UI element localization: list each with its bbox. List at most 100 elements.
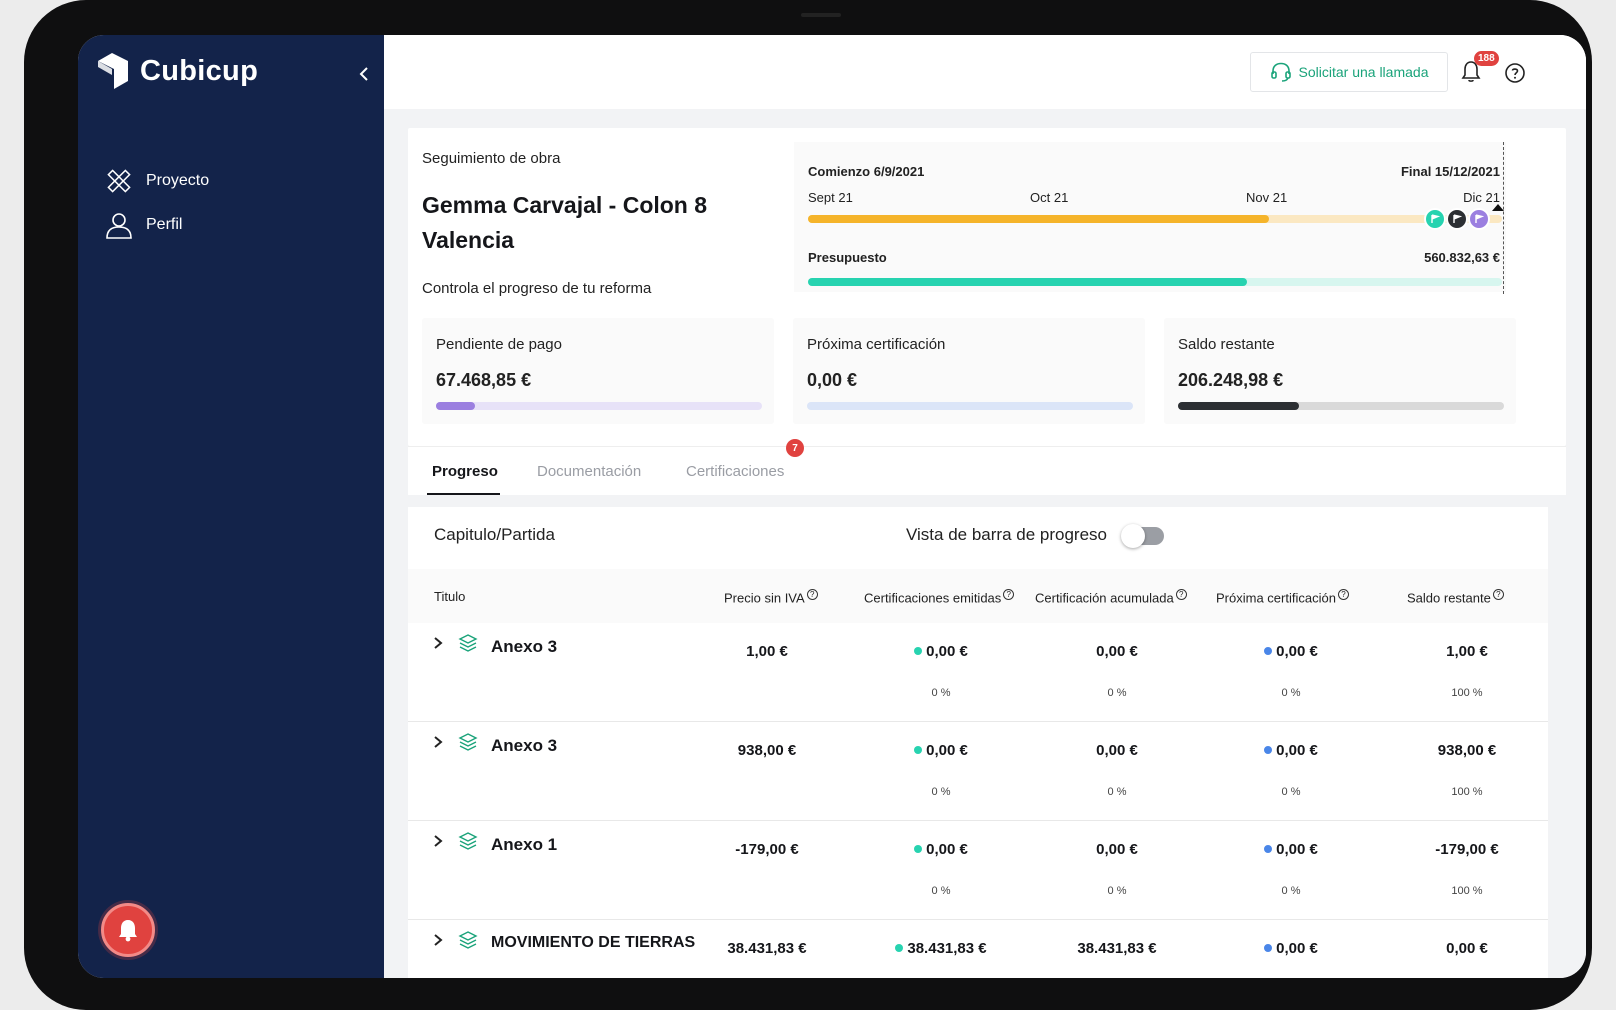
cell-saldo: 938,00 € <box>1437 742 1497 759</box>
cell-saldo: 0,00 € <box>1446 940 1488 957</box>
status-dot <box>1264 944 1273 952</box>
help-icon[interactable]: ? <box>806 589 818 600</box>
stat-progress-fill <box>1178 402 1299 410</box>
tablet-frame: Cubicup Proyecto <box>24 0 1592 1010</box>
headset-icon <box>1270 62 1291 82</box>
status-dot <box>895 944 904 952</box>
budget-label: Presupuesto <box>808 250 887 265</box>
table-row[interactable]: Anexo 3 938,00 € 0,00 € 0 % 0,00 € 0 % 0… <box>408 722 1548 821</box>
column-header-label: Precio sin IVA <box>724 590 805 606</box>
request-call-button[interactable]: Solicitar una llamada <box>1250 52 1448 92</box>
progress-bar-view-toggle[interactable] <box>1121 524 1164 548</box>
tools-icon <box>107 169 131 193</box>
help-icon[interactable]: ? <box>1337 589 1349 600</box>
column-header-label: Próxima certificación <box>1216 590 1336 606</box>
cell-saldo-percent: 100 % <box>1451 786 1483 798</box>
today-line <box>1503 142 1504 294</box>
notifications-icon[interactable] <box>1458 59 1484 85</box>
toggle-knob <box>1121 524 1145 548</box>
column-header-label: Saldo restante <box>1407 590 1491 606</box>
logo[interactable]: Cubicup <box>96 51 258 91</box>
cell-emitidas-percent: 0 % <box>931 687 951 699</box>
flag-icon[interactable] <box>1424 208 1446 230</box>
column-header-label: Certificaciones emitidas <box>864 590 1002 606</box>
cell-emitidas: 38.431,83 € <box>876 940 1006 957</box>
layers-icon <box>458 832 478 850</box>
cube-logo-icon <box>98 53 128 89</box>
stat-title: Pendiente de pago <box>436 336 562 353</box>
layers-icon <box>458 634 478 652</box>
cell-emitidas: 0,00 € <box>876 841 1006 858</box>
row-title: Anexo 3 <box>491 736 558 755</box>
stat-title: Saldo restante <box>1178 336 1275 353</box>
cell-acumulada-percent: 0 % <box>1107 786 1127 798</box>
collapse-sidebar-icon[interactable] <box>356 65 374 83</box>
sidebar-item-perfil[interactable]: Perfil <box>104 210 182 240</box>
cell-precio: 938,00 € <box>737 742 797 759</box>
tab-documentacion[interactable]: Documentación <box>537 463 642 480</box>
status-dot <box>1264 647 1273 655</box>
project-name: Gemma Carvajal - Colon 8 Valencia <box>422 192 708 253</box>
cell-proxima-percent: 0 % <box>1281 786 1301 798</box>
tab-progreso[interactable]: Progreso <box>432 463 498 480</box>
time-progress-fill <box>808 215 1269 223</box>
flag-icon[interactable] <box>1468 208 1490 230</box>
today-marker-icon <box>1492 204 1504 211</box>
help-icon[interactable]: ? <box>1003 589 1015 600</box>
stat-progress-track <box>1178 402 1504 410</box>
camera <box>801 13 841 17</box>
table-row[interactable]: Anexo 1 -179,00 € 0,00 € 0 % 0,00 € 0 % … <box>408 821 1548 920</box>
cell-saldo-percent: 100 % <box>1451 687 1483 699</box>
items-table: Capitulo/Partida Vista de barra de progr… <box>408 507 1548 978</box>
cell-value: 0,00 € <box>1276 841 1318 858</box>
progress-bar-view-label: Vista de barra de progreso <box>906 525 1107 544</box>
timeline-month: Oct 21 <box>1030 190 1069 205</box>
active-tab-indicator <box>427 493 500 495</box>
project-subtitle: Seguimiento de obra <box>422 150 561 167</box>
chevron-right-icon[interactable] <box>431 834 445 848</box>
cell-proxima: 0,00 € <box>1226 742 1356 759</box>
chevron-right-icon[interactable] <box>431 636 445 650</box>
column-header-proxima: Próxima certificación? <box>1216 589 1349 605</box>
timeline-month: Nov 21 <box>1246 190 1288 205</box>
logo-text: Cubicup <box>140 54 259 87</box>
alerts-button[interactable] <box>101 903 155 957</box>
layers-icon <box>458 931 478 949</box>
topbar: Solicitar una llamada 188 <box>384 35 1586 109</box>
help-icon[interactable]: ? <box>1175 589 1187 600</box>
column-header-label: Certificación acumulada <box>1035 590 1174 606</box>
table-title: Capitulo/Partida <box>434 525 555 544</box>
stat-value: 206.248,98 € <box>1178 370 1284 390</box>
stat-card-next-certification: Próxima certificación 0,00 € <box>793 318 1145 424</box>
table-row[interactable]: MOVIMIENTO DE TIERRAS 38.431,83 € 38.431… <box>408 920 1548 978</box>
column-header-saldo: Saldo restante? <box>1407 589 1504 605</box>
cell-proxima: 0,00 € <box>1226 841 1356 858</box>
tab-certificaciones[interactable]: Certificaciones <box>686 463 785 480</box>
sidebar-item-proyecto[interactable]: Proyecto <box>104 166 209 196</box>
status-dot <box>914 746 923 754</box>
cell-emitidas-percent: 0 % <box>931 885 951 897</box>
timeline-month: Sept 21 <box>808 190 853 205</box>
stat-card-pending: Pendiente de pago 67.468,85 € <box>422 318 774 424</box>
chevron-right-icon[interactable] <box>431 735 445 749</box>
cell-saldo-percent: 100 % <box>1451 885 1483 897</box>
cell-value: 0,00 € <box>926 841 968 858</box>
stat-progress-fill <box>436 402 476 410</box>
screen: Cubicup Proyecto <box>78 35 1586 978</box>
stat-progress-track <box>807 402 1133 410</box>
help-icon[interactable]: ? <box>1492 589 1504 600</box>
cell-acumulada: 38.431,83 € <box>1077 940 1157 957</box>
notification-count-badge: 188 <box>1474 51 1499 66</box>
column-header-emitidas: Certificaciones emitidas? <box>864 589 1015 606</box>
help-icon[interactable] <box>1504 62 1526 84</box>
flag-icon[interactable] <box>1446 208 1468 230</box>
cell-proxima-percent: 0 % <box>1281 687 1301 699</box>
time-progress-track <box>808 215 1502 223</box>
sidebar-item-label: Proyecto <box>146 172 210 189</box>
table-header: Titulo Precio sin IVA? Certificaciones e… <box>408 569 1548 623</box>
budget-progress-track <box>808 278 1502 286</box>
table-row[interactable]: Anexo 3 1,00 € 0,00 € 0 % 0,00 € 0 % 0,0… <box>408 623 1548 722</box>
chevron-right-icon[interactable] <box>431 933 445 947</box>
cell-proxima: 0,00 € <box>1226 940 1356 957</box>
certificaciones-count-badge: 7 <box>786 439 804 457</box>
